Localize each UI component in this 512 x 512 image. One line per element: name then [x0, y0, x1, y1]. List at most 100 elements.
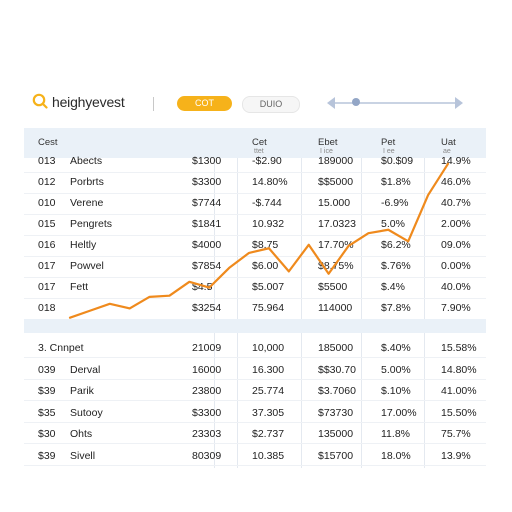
table-row[interactable]: $30 Ohts 23303 $2.737 135000 11.8% 75.7% — [24, 424, 486, 445]
table-row[interactable]: $39 Parik 23800 25.774 $3.7060 $.10% 41.00% — [24, 381, 486, 402]
table-cell: Abects — [70, 155, 103, 167]
range-slider[interactable] — [327, 97, 463, 109]
arrow-left-icon[interactable] — [327, 97, 335, 109]
table-cell: $.4% — [381, 281, 405, 293]
table-cell: 012 — [38, 176, 56, 188]
table-cell: 189000 — [318, 155, 354, 167]
table-cell: 15.50% — [441, 406, 477, 419]
table-cell: 40.0% — [441, 281, 471, 293]
table-cell: $7854 — [192, 260, 222, 272]
table-cell: Sivell — [70, 450, 96, 462]
column-subheader: I ee — [383, 148, 395, 155]
table-cell: $.76% — [381, 260, 411, 272]
table-cell: $1300 — [192, 155, 222, 167]
table-cell: $39 — [38, 450, 56, 462]
table-cell: 16000 — [192, 363, 222, 376]
table-row[interactable]: 016 Heltly $4000 $8.75 17.70% $6.2% 09.0% — [24, 235, 486, 256]
table-cell: Heltly — [70, 239, 97, 251]
column-header[interactable]: Cet — [252, 137, 267, 148]
column-header[interactable]: Pet — [381, 137, 396, 148]
table-cell: Parik — [70, 385, 94, 398]
table-cell: 09.0% — [441, 239, 471, 251]
table-cell: $$30.70 — [318, 363, 356, 376]
table-cell: 017 — [38, 260, 56, 272]
table-cell: 017 — [38, 281, 56, 293]
table-cell: 15.58% — [441, 342, 477, 354]
table-cell: 015 — [38, 218, 56, 230]
table-cell: 80309 — [192, 450, 222, 462]
table-row[interactable]: $35 Sutooy $3300 37.305 $73730 17.00% 15.50% — [24, 403, 486, 424]
column-header[interactable]: Uat — [441, 137, 456, 148]
table-cell: 185000 — [318, 342, 354, 354]
table-row[interactable]: 013 Abects $1300 -$2.90 189000 $0.$09 14.9% — [24, 151, 486, 172]
table-cell: Sutooy — [70, 406, 103, 419]
table-cell: 14.80% — [441, 363, 477, 376]
table-row[interactable]: 010 Verene $7744 -$.744 15.000 -6.9% 40.7% — [24, 193, 486, 214]
table-cell: 0.00% — [441, 260, 471, 272]
table-cell: Porbrts — [70, 176, 104, 188]
table-cell: $30 — [38, 428, 56, 441]
toolbar-divider — [153, 97, 154, 111]
table-cell: $5.007 — [252, 281, 285, 293]
table-cell: 11.8% — [381, 428, 410, 441]
table-cell: -6.9% — [381, 197, 409, 209]
table-header-row: Cest Cet ttet Ebet I ice Pet I ee Uat ae — [24, 128, 486, 158]
section-title: 3. Cnnpet — [38, 342, 84, 354]
table-row[interactable]: 017 Fett $4.5 $5.007 $5500 $.4% 40.0% — [24, 277, 486, 298]
brand-name: heighyevest — [52, 94, 125, 110]
table-cell: $7.8% — [381, 302, 411, 314]
row-divider — [24, 400, 486, 402]
row-divider — [24, 378, 486, 380]
table-cell: 16.300 — [252, 363, 285, 376]
table-cell: $6.2% — [381, 239, 411, 251]
table-cell: 016 — [38, 239, 56, 251]
table-cell: $2.737 — [252, 428, 285, 441]
table-cell: 75.964 — [252, 302, 285, 314]
row-divider — [24, 465, 486, 466]
table-cell: $3300 — [192, 176, 222, 188]
table-cell: 23800 — [192, 385, 222, 398]
table-cell: 10,000 — [252, 342, 285, 354]
table-cell: $8.75 — [252, 239, 279, 251]
table-cell: 018 — [38, 302, 56, 314]
search-icon[interactable] — [32, 93, 48, 109]
table-cell: 5.00% — [381, 363, 411, 376]
table-row[interactable]: 012 Porbrts $3300 14.80% $$5000 $1.8% 46.0% — [24, 172, 486, 193]
table-cell: $3254 — [192, 302, 222, 314]
table-cell: $.40% — [381, 342, 411, 354]
column-subheader: ttet — [254, 148, 264, 155]
table-cell: $35 — [38, 406, 56, 419]
table-cell: $7744 — [192, 197, 222, 209]
table-cell: $4000 — [192, 239, 222, 251]
table-cell: 41.00% — [441, 385, 477, 398]
secondary-toggle-button[interactable]: DUIO — [242, 96, 300, 113]
arrow-right-icon[interactable] — [455, 97, 463, 109]
row-divider — [24, 421, 486, 423]
table-cell: 25.774 — [252, 385, 285, 398]
table-cell: 039 — [38, 363, 56, 376]
table-cell: $6.00 — [252, 260, 279, 272]
table-cell: $3.7060 — [318, 385, 356, 398]
table-cell: 135000 — [318, 428, 354, 441]
table-cell: $8.75% — [318, 260, 354, 272]
table-cell: Ohts — [70, 428, 93, 441]
table-row[interactable]: 21009 10,000 185000 $.40% 15.58% — [24, 338, 486, 359]
slider-thumb[interactable] — [352, 98, 360, 106]
table-cell: 10.385 — [252, 450, 285, 462]
table-cell: $5500 — [318, 281, 348, 293]
table-row[interactable]: 018 $3254 75.964 114000 $7.8% 7.90% — [24, 298, 486, 319]
column-header[interactable]: Cest — [38, 137, 58, 148]
table-row[interactable]: $39 Sivell 80309 10.385 $15700 18.0% 13.9% — [24, 446, 486, 467]
table-cell: $4.5 — [192, 281, 213, 293]
table-cell: -$2.90 — [252, 155, 282, 167]
table-row[interactable]: 039 Derval 16000 16.300 $$30.70 5.00% 14.80% — [24, 360, 486, 381]
table-cell: $0.$09 — [381, 155, 414, 167]
table-cell: 18.0% — [381, 450, 411, 462]
table-cell: 17.0323 — [318, 218, 356, 230]
table-row[interactable]: 015 Pengrets $1841 10.932 17.0323 5.0% 2.00% — [24, 214, 486, 235]
primary-toggle-button[interactable]: COT — [177, 96, 232, 111]
column-header[interactable]: Ebet — [318, 137, 338, 148]
table-row[interactable]: 017 Powvel $7854 $6.00 $8.75% $.76% 0.00% — [24, 256, 486, 277]
table-cell: 10.932 — [252, 218, 285, 230]
toolbar: heighyevest COT DUIO — [0, 0, 512, 113]
